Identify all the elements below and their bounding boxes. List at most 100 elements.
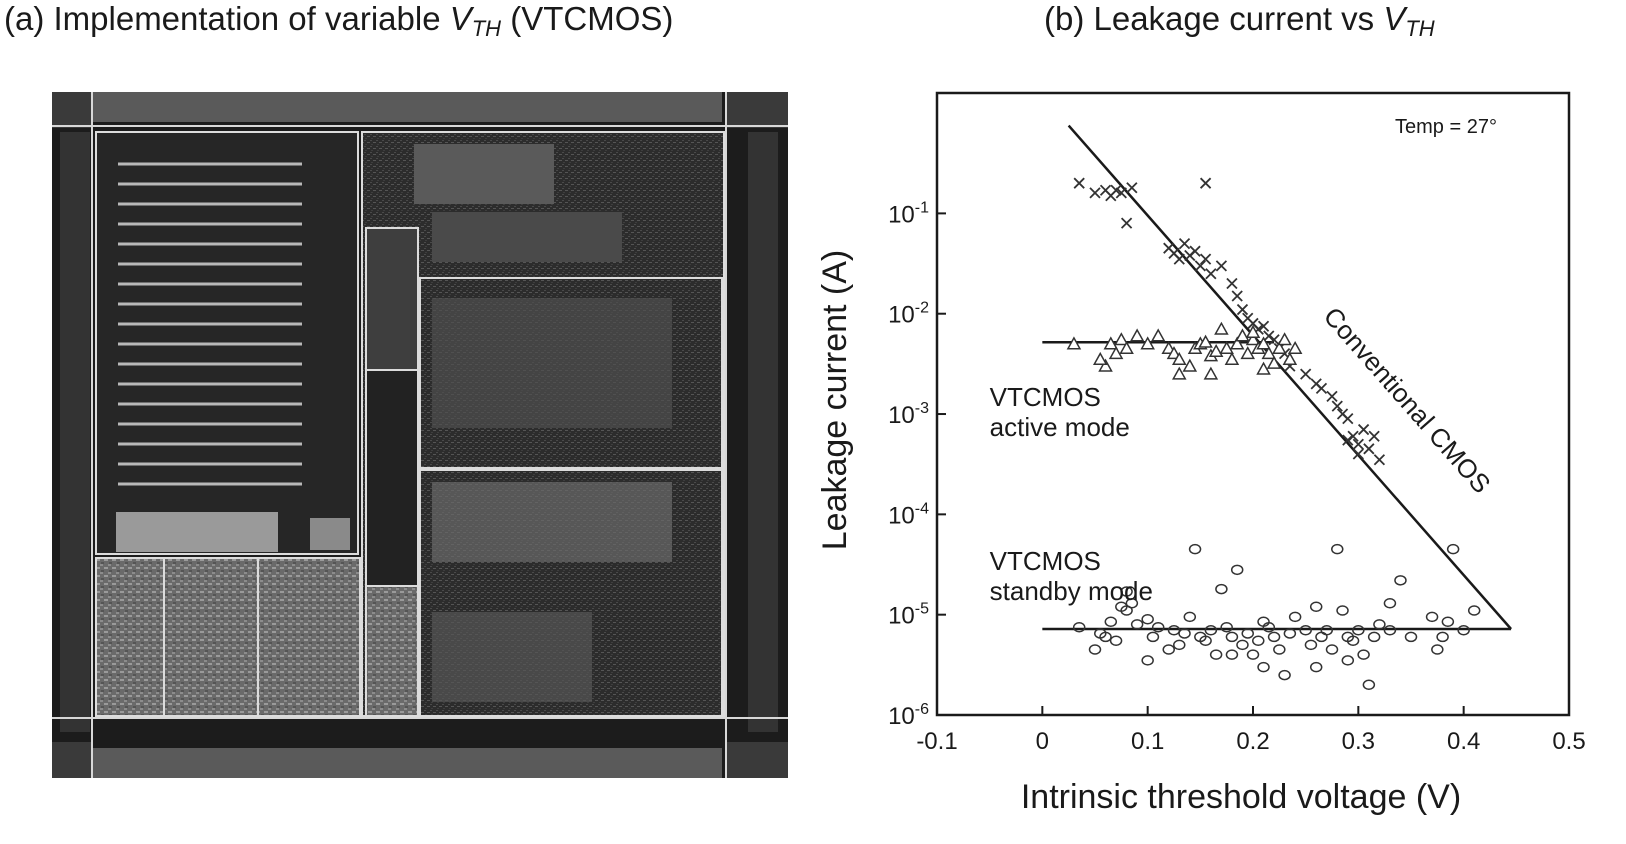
- data-point-circle: [1362, 679, 1376, 691]
- data-point-triangle: [1282, 351, 1298, 365]
- data-point-circle: [1331, 543, 1344, 555]
- y-tick-label: 10-2: [888, 300, 929, 329]
- data-point-cross: [1115, 187, 1127, 199]
- data-point-circle: [1099, 631, 1112, 643]
- data-point-circle: [1120, 605, 1133, 616]
- y-tick-label: 10-5: [888, 601, 929, 630]
- data-point-circle: [1467, 605, 1481, 616]
- data-point-triangle: [1240, 346, 1256, 360]
- data-point-circle: [1236, 639, 1249, 651]
- data-point-circle: [1383, 597, 1397, 609]
- data-point-circle: [1109, 635, 1123, 646]
- y-tick-label: 10-4: [888, 500, 929, 529]
- data-point-triangle: [1256, 336, 1271, 350]
- data-point-circle: [1215, 583, 1228, 595]
- data-point-cross: [1326, 390, 1338, 403]
- data-point-cross: [1357, 423, 1370, 436]
- data-point-circle: [1346, 635, 1360, 646]
- data-point-cross: [1226, 277, 1238, 290]
- data-point-triangle: [1129, 328, 1145, 342]
- x-tick-label: -0.1: [916, 728, 957, 755]
- data-point-triangle: [1198, 334, 1213, 348]
- data-point-cross: [1199, 177, 1212, 189]
- annotation-label: VTCMOS standby mode: [990, 546, 1153, 606]
- data-point-circle: [1288, 611, 1302, 623]
- annotation-label: VTCMOS active mode: [990, 382, 1130, 442]
- data-point-triangle: [1182, 358, 1198, 372]
- data-point-cross: [1236, 303, 1249, 316]
- data-point-circle: [1441, 616, 1455, 628]
- data-point-circle: [1246, 649, 1260, 660]
- data-point-circle: [1130, 619, 1144, 630]
- data-point-circle: [1209, 649, 1223, 660]
- data-point-cross: [1205, 268, 1217, 280]
- data-point-triangle: [1272, 340, 1287, 355]
- data-point-circle: [1225, 649, 1239, 660]
- data-point-circle: [1273, 644, 1286, 655]
- data-point-circle: [1299, 624, 1312, 636]
- data-point-triangle: [1103, 336, 1119, 350]
- data-point-circle: [1162, 644, 1175, 655]
- data-point-circle: [1178, 628, 1191, 639]
- data-point-circle: [1373, 619, 1386, 630]
- data-point-cross: [1089, 187, 1101, 199]
- data-point-circle: [1220, 621, 1233, 633]
- data-point-triangle: [1114, 332, 1129, 346]
- data-point-circle: [1120, 586, 1133, 597]
- data-point-circle: [1352, 624, 1365, 636]
- data-point-circle: [1141, 655, 1154, 666]
- data-point-triangle: [1219, 340, 1234, 355]
- panel-a-title: (a) Implementation of variable VTH (VTCM…: [4, 0, 674, 41]
- data-point-triangle: [1108, 346, 1124, 360]
- data-point-cross: [1347, 430, 1359, 442]
- data-points: [1066, 177, 1481, 691]
- x-tick-label: 0.1: [1131, 728, 1164, 755]
- data-point-cross: [1173, 253, 1185, 265]
- data-point-cross: [1257, 320, 1270, 332]
- data-point-cross: [1189, 245, 1201, 257]
- data-point-triangle: [1287, 340, 1303, 355]
- x-tick-label: 0.4: [1447, 728, 1480, 755]
- data-point-cross: [1268, 334, 1280, 346]
- data-point-circle: [1225, 631, 1239, 643]
- data-point-triangle: [1208, 343, 1224, 358]
- annotations: Conventional CMOS VTCMOS active mode VTCMOS…: [990, 301, 1497, 606]
- annotation-label: Conventional CMOS: [1318, 301, 1497, 499]
- data-point-cross: [1263, 330, 1275, 342]
- data-point-circle: [1315, 631, 1328, 643]
- data-point-cross: [1126, 182, 1138, 194]
- data-point-circle: [1320, 624, 1333, 636]
- data-point-cross: [1199, 253, 1212, 265]
- data-point-circle: [1104, 616, 1118, 628]
- data-point-circle: [1425, 611, 1439, 623]
- data-point-circle: [1431, 644, 1444, 655]
- y-axis-label: Leakage current (A): [816, 250, 854, 551]
- data-point-circle: [1341, 655, 1355, 666]
- y-axis-ticks: 10-1 10-2 10-3 10-4 10-5 10-6: [888, 199, 946, 730]
- data-point-circle: [1283, 628, 1297, 639]
- data-point-triangle: [1171, 351, 1187, 365]
- data-point-circle: [1257, 616, 1270, 628]
- data-point-circle: [1325, 644, 1339, 655]
- data-point-cross: [1342, 434, 1354, 446]
- data-point-triangle: [1277, 332, 1292, 346]
- data-point-cross: [1331, 400, 1343, 412]
- data-point-triangle: [1245, 332, 1261, 346]
- data-point-cross: [1073, 177, 1085, 189]
- data-point-triangle: [1256, 361, 1271, 375]
- data-point-cross: [1300, 368, 1312, 380]
- x-axis-label: Intrinsic threshold voltage (V): [1021, 778, 1461, 816]
- data-point-circle: [1188, 543, 1202, 555]
- temp-annotation: Temp = 27°: [1395, 116, 1497, 138]
- data-point-circle: [1141, 614, 1154, 625]
- data-point-cross: [1231, 290, 1243, 302]
- data-point-triangle: [1066, 336, 1082, 350]
- data-point-triangle: [1119, 340, 1134, 355]
- y-tick-label: 10-6: [888, 701, 929, 730]
- data-point-cross: [1363, 443, 1375, 455]
- data-point-triangle: [1166, 346, 1182, 360]
- x-tick-label: 0.2: [1236, 728, 1269, 755]
- data-point-triangle: [1171, 366, 1187, 380]
- data-point-cross: [1368, 430, 1380, 442]
